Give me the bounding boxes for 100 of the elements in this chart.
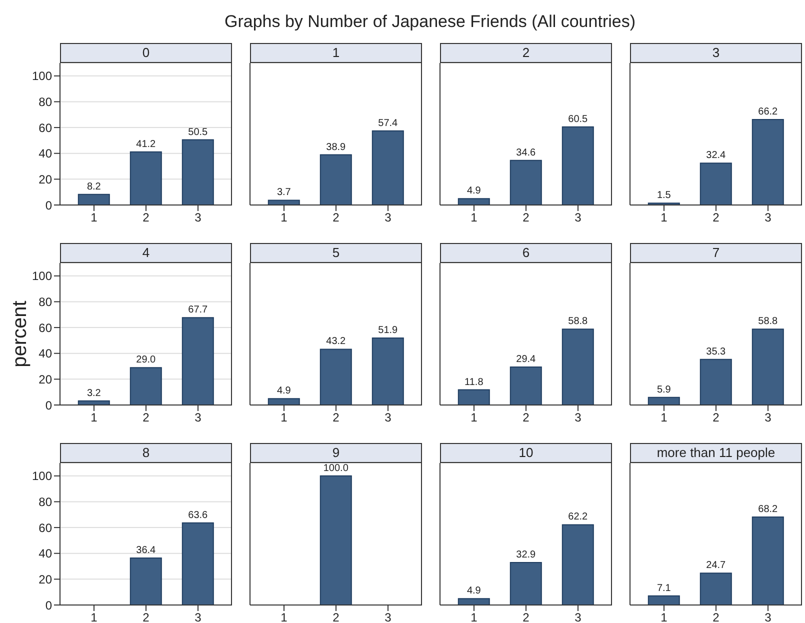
data-label: 3.2 [86, 388, 102, 399]
y-tick-label: 40 [38, 346, 52, 361]
x-tick-label: 1 [470, 610, 478, 623]
data-label: 66.2 [758, 106, 778, 118]
chart-title: 1 [250, 43, 422, 63]
data-label: 60.5 [568, 114, 588, 125]
y-tick-label: 60 [38, 520, 52, 535]
y-tick-label: 80 [38, 494, 52, 509]
x-tick-label: 3 [384, 410, 392, 425]
data-label: 36.4 [136, 545, 156, 556]
data-label: 29.4 [516, 354, 536, 366]
data-label: 5.9 [656, 384, 672, 396]
y-tick-label: 20 [38, 172, 52, 186]
x-tick-label: 3 [764, 210, 772, 225]
text: Graphs by Number of Japanese Friends (All countries) [223, 12, 636, 32]
x-tick-label: 2 [142, 610, 150, 623]
data-label: 58.8 [758, 316, 778, 328]
x-tick-label: 3 [574, 210, 582, 225]
bar [130, 151, 162, 205]
data-label: 50.5 [188, 126, 208, 138]
x-tick-label: 2 [332, 210, 340, 225]
x-tick-label: 3 [194, 410, 202, 425]
data-label: 34.6 [516, 147, 536, 158]
x-tick-label: 1 [660, 210, 668, 225]
y-tick-label: 60 [38, 120, 52, 135]
chart-title: 10 [440, 443, 612, 463]
data-label: 63.6 [188, 510, 208, 521]
data-label: 43.2 [326, 336, 346, 348]
chart-title: 7 [630, 243, 802, 263]
chart-title: 9 [250, 443, 422, 463]
data-label: 32.9 [516, 550, 536, 561]
x-tick-label: 2 [142, 410, 150, 425]
chart-title: 2 [440, 43, 612, 63]
x-tick-label: 2 [712, 210, 720, 225]
data-label: 32.4 [706, 150, 726, 162]
y-tick-label: 60 [38, 320, 52, 335]
x-tick-label: 1 [90, 410, 98, 425]
y-tick-label: 0 [45, 598, 52, 612]
data-label: 29.0 [136, 354, 156, 366]
x-tick-label: 2 [712, 610, 720, 623]
x-tick-label: 2 [522, 210, 530, 225]
x-tick-label: 1 [280, 210, 288, 225]
chart-title: 4 [60, 243, 232, 263]
y-tick-label: 20 [38, 372, 52, 386]
bar [130, 367, 162, 405]
y-tick-label: 20 [38, 572, 52, 586]
y-tick-label: 40 [38, 546, 52, 561]
chart-title: 0 [60, 43, 232, 63]
x-tick-label: 3 [764, 410, 772, 425]
data-label: 58.8 [568, 316, 588, 328]
x-tick-label: 3 [384, 210, 392, 225]
data-label: 51.9 [378, 325, 398, 336]
data-label: 3.7 [276, 187, 292, 198]
data-label: 11.8 [464, 376, 484, 388]
y-tick-label: 100 [32, 69, 52, 84]
x-tick-label: 1 [470, 410, 478, 425]
x-tick-label: 3 [194, 610, 202, 623]
chart-title: more than 11 people [630, 443, 802, 463]
x-tick-label: 3 [384, 610, 392, 623]
y-tick-label: 0 [45, 398, 52, 412]
x-tick-label: 3 [574, 610, 582, 623]
data-label: 100.0 [323, 462, 349, 474]
data-label: 57.4 [378, 118, 398, 129]
data-label: 1.5 [656, 190, 672, 202]
data-label: 41.2 [136, 138, 156, 150]
y-tick-label: 40 [38, 146, 52, 161]
x-tick-label: 1 [660, 410, 668, 425]
bar [182, 317, 214, 405]
y-tick-label: 80 [38, 294, 52, 309]
data-label: 8.2 [86, 181, 102, 192]
data-label: 4.9 [276, 386, 292, 397]
x-tick-label: 3 [574, 410, 582, 425]
x-tick-label: 3 [194, 210, 202, 225]
x-tick-label: 2 [522, 610, 530, 623]
x-tick-label: 1 [90, 210, 98, 225]
data-label: 4.9 [466, 586, 482, 597]
y-tick-label: 100 [32, 269, 52, 284]
x-tick-label: 2 [522, 410, 530, 425]
y-tick-label: 100 [32, 469, 52, 484]
data-label: 4.9 [466, 186, 482, 197]
chart-title: 6 [440, 243, 612, 263]
x-tick-label: 1 [280, 410, 288, 425]
x-tick-label: 1 [90, 610, 98, 623]
data-label: 7.1 [656, 582, 672, 594]
data-label: 38.9 [326, 142, 346, 153]
x-tick-label: 2 [712, 410, 720, 425]
x-tick-label: 1 [660, 610, 668, 623]
x-tick-label: 1 [470, 210, 478, 225]
x-tick-label: 3 [764, 610, 772, 623]
y-tick-label: 0 [45, 198, 52, 212]
x-tick-label: 2 [332, 410, 340, 425]
x-tick-label: 2 [142, 210, 150, 225]
y-axis-title: percent [9, 300, 32, 368]
data-label: 67.7 [188, 304, 208, 316]
data-label: 62.2 [568, 512, 588, 523]
x-tick-label: 1 [280, 610, 288, 623]
data-label: 35.3 [706, 346, 726, 358]
chart-title: 5 [250, 243, 422, 263]
bar [182, 139, 214, 205]
data-label: 24.7 [706, 560, 726, 572]
